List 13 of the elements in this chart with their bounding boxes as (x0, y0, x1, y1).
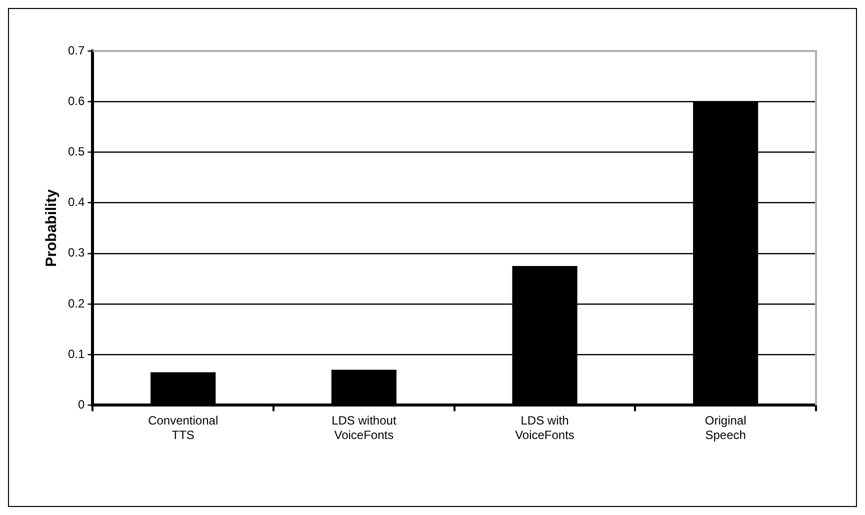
y-tick-label: 0 (78, 398, 85, 412)
x-tick-label: LDS without VoiceFonts (332, 414, 397, 442)
y-tick-label: 0.1 (68, 346, 85, 361)
y-tick-label: 0.5 (68, 144, 85, 159)
y-axis-title: Probability (43, 188, 60, 267)
x-tick-label: Conventional TTS (148, 414, 218, 442)
x-tick-label: Original Speech (704, 414, 746, 442)
y-tick-label: 0.6 (68, 94, 85, 108)
y-tick-label: 0.2 (68, 296, 85, 310)
x-tick-label: LDS with VoiceFonts (515, 414, 574, 442)
y-tick-label: 0.7 (68, 43, 85, 58)
y-tick-label: 0.4 (68, 195, 85, 210)
y-tick-label: 0.3 (68, 246, 85, 260)
